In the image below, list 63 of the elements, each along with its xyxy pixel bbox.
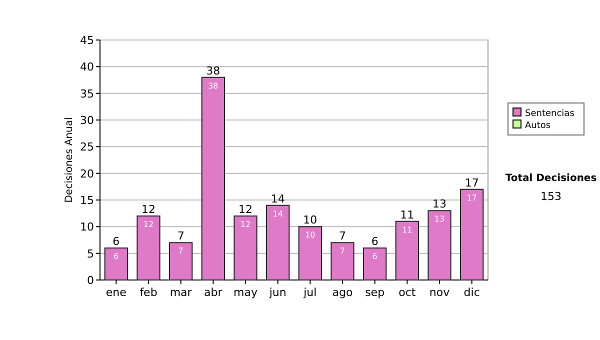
- bar: [363, 248, 387, 280]
- y-tick-label: 20: [80, 167, 94, 180]
- x-tick-label: dic: [464, 286, 480, 299]
- x-tick-label: sep: [365, 286, 385, 299]
- total-label: 12: [238, 203, 252, 216]
- y-tick-label: 35: [80, 87, 94, 100]
- x-tick-label: jul: [302, 286, 317, 299]
- data-label: 11: [402, 225, 412, 234]
- x-tick-label: ago: [332, 286, 353, 299]
- data-label: 6: [372, 252, 378, 261]
- data-label: 14: [272, 209, 283, 218]
- bar: [266, 204, 290, 280]
- x-tick-label: may: [234, 286, 258, 299]
- data-label: 12: [240, 220, 251, 229]
- x-tick-label: jun: [268, 286, 286, 299]
- y-axis-title: Decisiones Anual: [64, 117, 75, 203]
- data-label: 38: [208, 81, 218, 90]
- total-label: 7: [177, 230, 184, 243]
- text: 153: [540, 190, 562, 203]
- x-tick-label: mar: [170, 286, 192, 299]
- legend-label: Sentencias: [525, 109, 575, 119]
- total-label: 14: [270, 192, 285, 206]
- bar: [330, 242, 354, 280]
- bar: [298, 226, 322, 280]
- bar: [234, 216, 258, 280]
- bar: [395, 220, 419, 280]
- x-tick-label: ene: [106, 286, 127, 299]
- data-label: 12: [143, 220, 154, 229]
- y-tick-label: 30: [80, 114, 94, 127]
- total-label: 11: [400, 208, 414, 222]
- x-tick-label: feb: [140, 286, 158, 299]
- x-tick-label: abr: [204, 286, 223, 299]
- bar: [201, 76, 225, 280]
- y-tick-label: 5: [87, 247, 94, 260]
- bar: [169, 242, 193, 280]
- total-label: 17: [464, 176, 479, 190]
- y-tick-label: 40: [80, 60, 94, 74]
- legend-label: Autos: [525, 121, 551, 131]
- text: Total Decisiones: [505, 173, 597, 184]
- y-tick-label: 10: [80, 220, 94, 234]
- total-label: 7: [339, 230, 346, 243]
- bar: [460, 188, 484, 280]
- y-tick-label: 15: [80, 194, 94, 207]
- total-label: 6: [371, 235, 378, 248]
- data-label: 7: [340, 246, 346, 256]
- x-tick-label: nov: [429, 286, 450, 299]
- data-label: 10: [305, 230, 316, 240]
- total-label: 10: [303, 214, 318, 227]
- total-label: 38: [206, 64, 220, 78]
- data-label: 13: [434, 214, 445, 224]
- y-tick-label: 25: [80, 140, 94, 154]
- data-label: 17: [466, 193, 477, 202]
- data-label: 7: [178, 246, 184, 256]
- bar: [136, 216, 160, 280]
- total-label: 6: [112, 235, 120, 248]
- total-label: 12: [142, 203, 156, 216]
- bar: [428, 210, 452, 280]
- data-label: 6: [114, 252, 119, 261]
- total-label: 13: [432, 198, 446, 211]
- x-tick-label: oct: [398, 286, 416, 299]
- y-tick-label: 45: [80, 34, 94, 47]
- bar: [104, 248, 128, 280]
- y-tick-label: 0: [87, 274, 94, 287]
